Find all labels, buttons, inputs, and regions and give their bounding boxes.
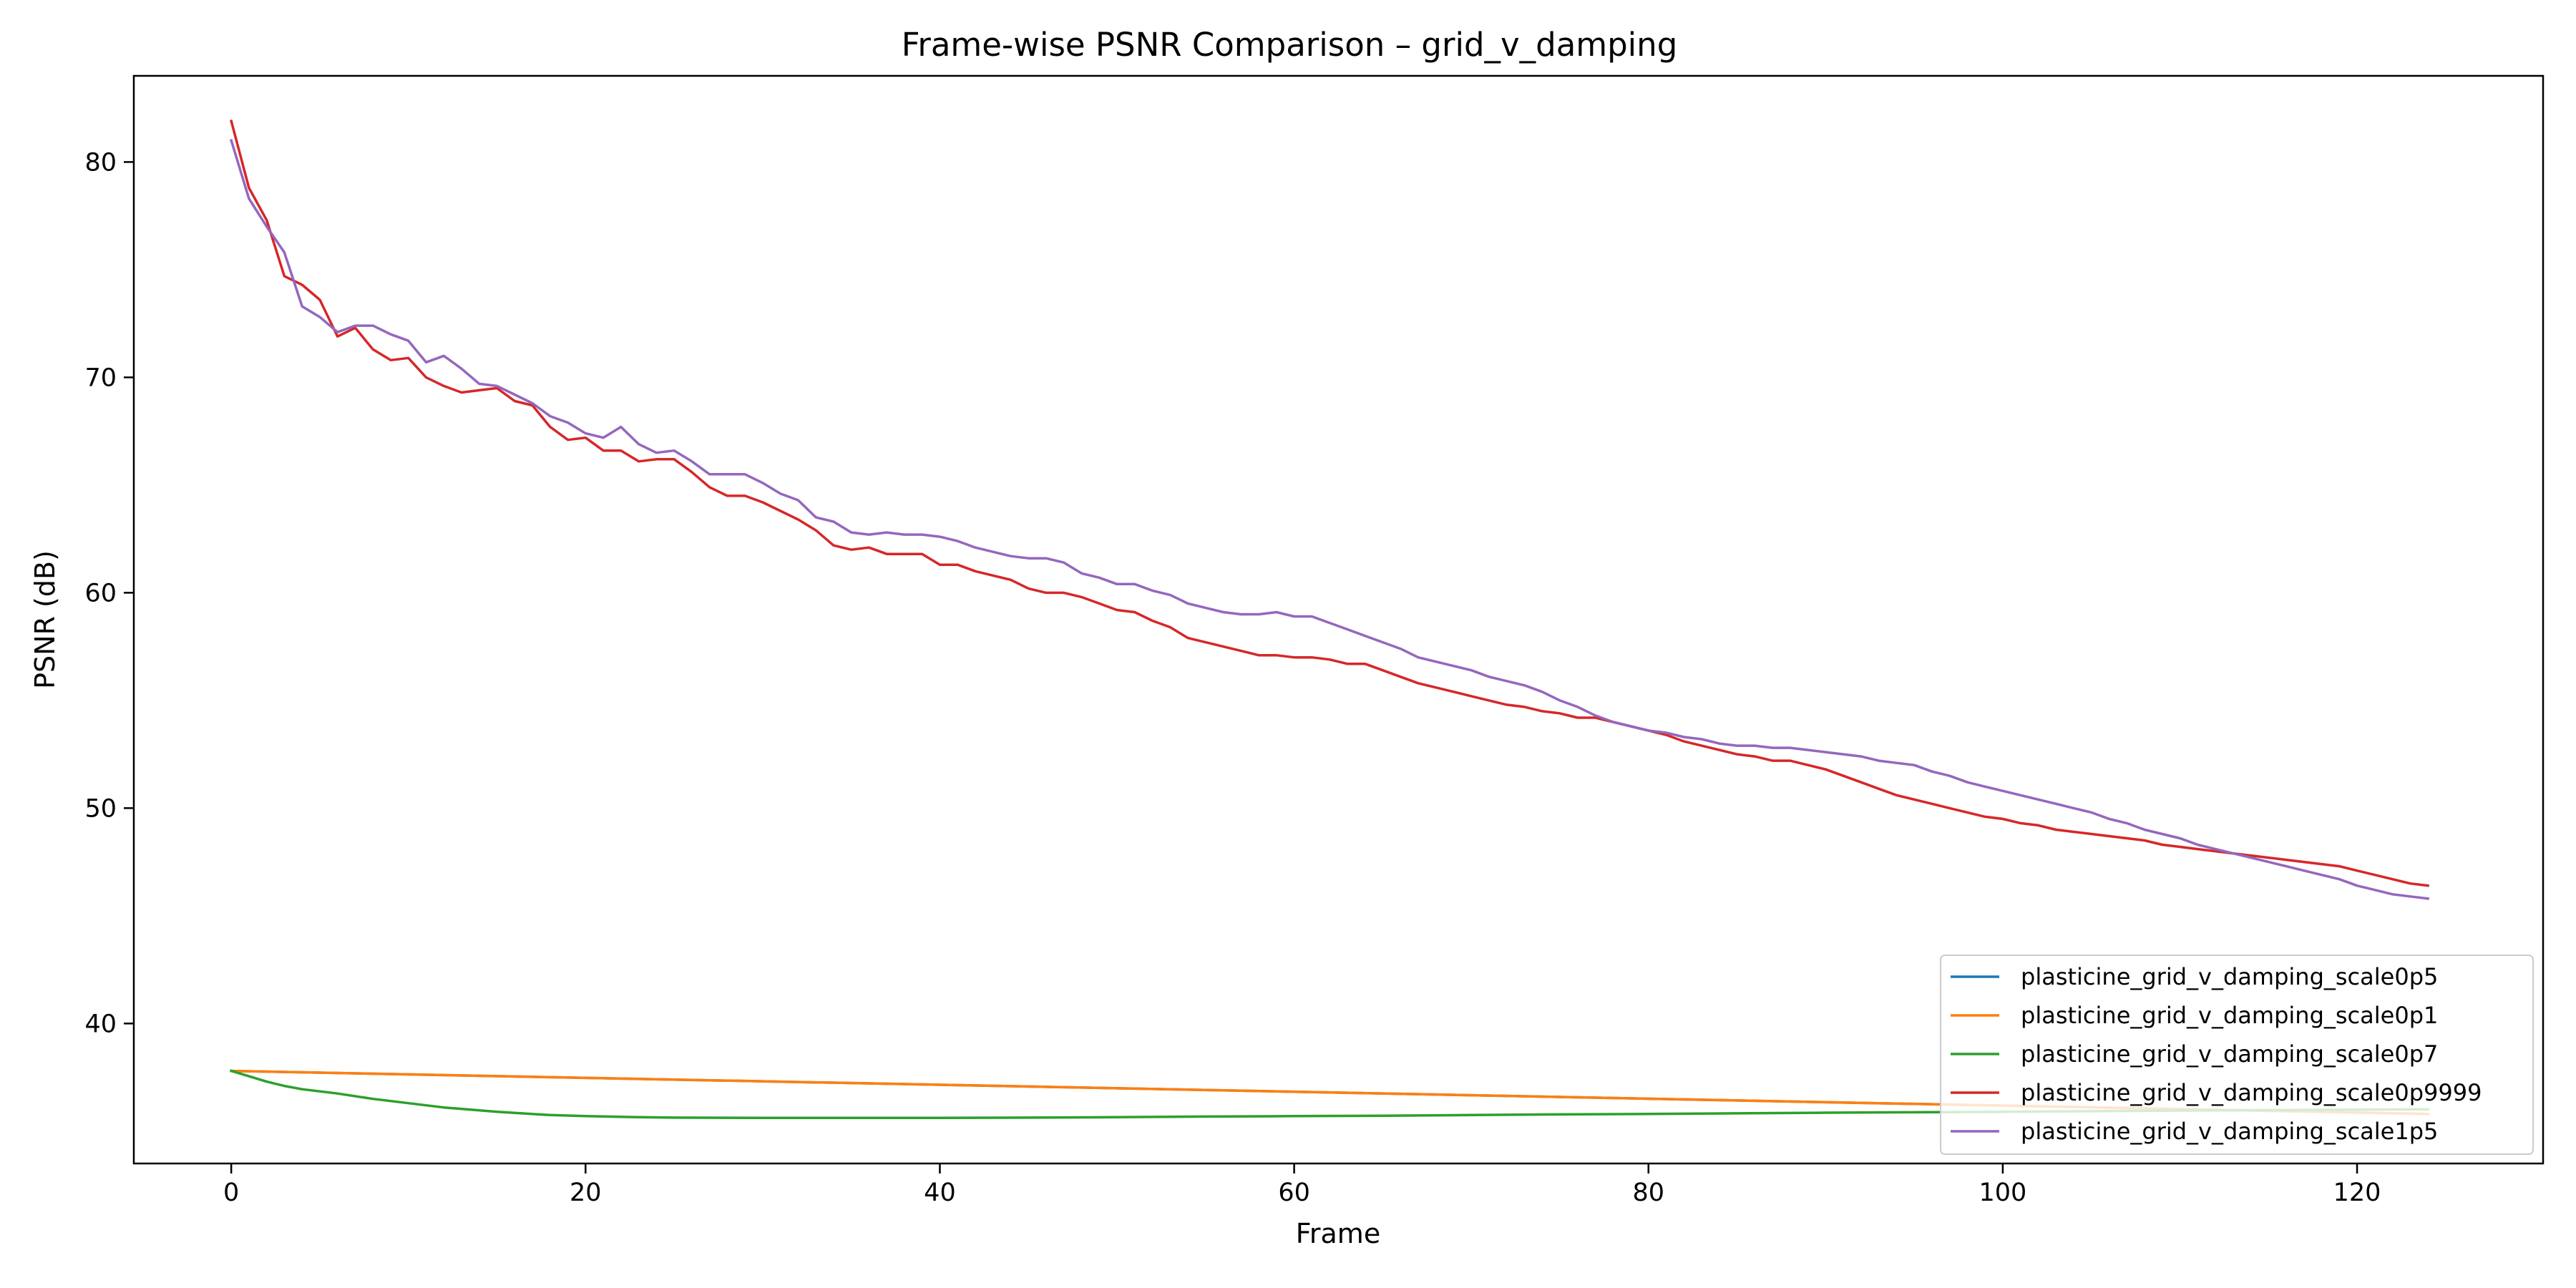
y-tick-label: 80 <box>84 148 117 177</box>
x-tick-label: 40 <box>924 1179 956 1207</box>
legend-label-4: plasticine_grid_v_damping_scale0p9999 <box>2021 1079 2482 1106</box>
legend-label-2: plasticine_grid_v_damping_scale0p1 <box>2021 1002 2438 1029</box>
x-tick-label: 60 <box>1278 1179 1310 1207</box>
x-axis-label: Frame <box>1296 1218 1380 1249</box>
x-tick-label: 0 <box>223 1179 239 1207</box>
legend: plasticine_grid_v_damping_scale0p5plasti… <box>1940 955 2534 1155</box>
x-tick-label: 20 <box>570 1179 602 1207</box>
series-line-4 <box>230 119 2430 887</box>
y-tick-label: 70 <box>84 364 117 392</box>
y-tick-label: 40 <box>84 1010 117 1038</box>
x-tick-label: 120 <box>2333 1179 2381 1207</box>
series-line-5 <box>230 139 2430 900</box>
legend-label-1: plasticine_grid_v_damping_scale0p5 <box>2021 963 2438 990</box>
legend-label-3: plasticine_grid_v_damping_scale0p7 <box>2021 1040 2438 1068</box>
legend-label-5: plasticine_grid_v_damping_scale1p5 <box>2021 1118 2438 1145</box>
y-axis: 40 50 60 70 80 <box>84 148 134 1038</box>
plot-frame <box>132 74 2545 1165</box>
x-tick-label: 100 <box>1979 1179 2026 1207</box>
legend-box <box>1940 955 2534 1155</box>
chart-title: Frame-wise PSNR Comparison – grid_v_damp… <box>902 26 1678 64</box>
y-tick-label: 60 <box>84 579 117 608</box>
x-axis: 0 20 40 60 80 100 120 <box>223 1163 2381 1207</box>
y-axis-label: PSNR (dB) <box>29 550 61 689</box>
x-tick-label: 80 <box>1632 1179 1664 1207</box>
y-tick-label: 50 <box>84 794 117 823</box>
